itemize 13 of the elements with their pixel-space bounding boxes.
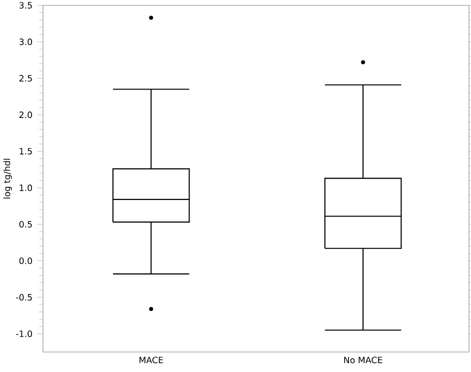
y-axis-title: log tg/hdl [3, 158, 12, 198]
y-tick-label: 3.5 [19, 2, 32, 9]
x-tick-label: MACE [140, 356, 163, 364]
y-tick-label: -0.5 [16, 294, 32, 301]
y-tick-label: 2.0 [19, 112, 32, 118]
y-tick-label: 1.0 [20, 184, 32, 192]
y-tick-label: 3.0 [19, 38, 32, 46]
y-tick-label: 0.0 [19, 258, 32, 264]
y-tick-label: -1.0 [16, 330, 32, 338]
y-tick-label: 1.5 [20, 148, 32, 155]
y-tick-label: 0.5 [19, 221, 32, 228]
y-tick-label: 2.5 [19, 75, 32, 82]
x-tick-label: No MACE [344, 356, 382, 364]
